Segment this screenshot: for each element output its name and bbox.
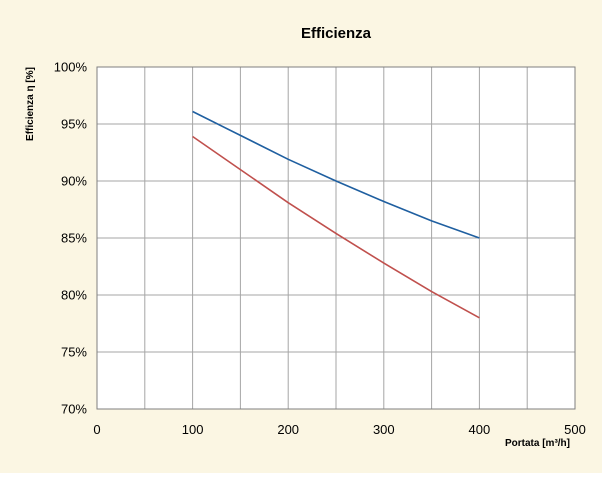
grid-layer xyxy=(96,66,576,410)
y-tick-label: 100% xyxy=(54,60,88,75)
x-tick-label: 200 xyxy=(277,422,299,437)
x-tick-label: 100 xyxy=(182,422,204,437)
y-tick-label: 75% xyxy=(61,345,87,360)
x-tick-label: 400 xyxy=(469,422,491,437)
x-axis-title: Portata [m³/h] xyxy=(505,438,570,449)
y-axis-title: Efficienza η [%] xyxy=(25,67,36,141)
x-tick-label: 300 xyxy=(373,422,395,437)
series-line-2 xyxy=(192,135,480,319)
x-tick-label: 0 xyxy=(93,422,100,437)
chart-title: Efficienza xyxy=(301,25,372,42)
series-layer xyxy=(192,110,480,319)
y-tick-label: 90% xyxy=(61,174,87,189)
tick-label-layer: 70% 75% 80% 85% 90% 95% 100% 0 100 200 300 400 500 xyxy=(54,60,586,438)
x-tick-label: 500 xyxy=(564,422,586,437)
y-tick-label: 85% xyxy=(61,231,87,246)
series-line-1 xyxy=(192,110,480,239)
y-tick-label: 70% xyxy=(61,402,87,417)
y-tick-label: 95% xyxy=(61,117,87,132)
y-tick-label: 80% xyxy=(61,288,87,303)
plot-border xyxy=(96,66,576,410)
